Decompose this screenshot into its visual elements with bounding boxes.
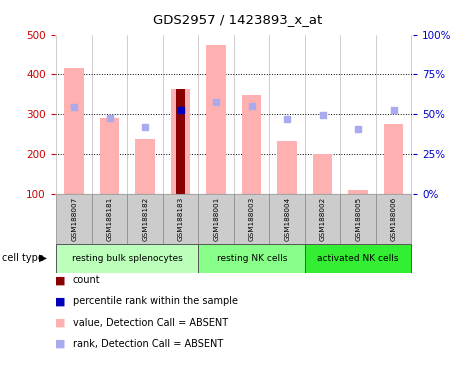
Point bbox=[319, 113, 326, 119]
Text: GSM188003: GSM188003 bbox=[249, 197, 255, 241]
Text: GSM188007: GSM188007 bbox=[71, 197, 77, 241]
Text: value, Detection Call = ABSENT: value, Detection Call = ABSENT bbox=[73, 318, 228, 328]
Text: activated NK cells: activated NK cells bbox=[317, 254, 399, 263]
Text: GDS2957 / 1423893_x_at: GDS2957 / 1423893_x_at bbox=[153, 13, 322, 26]
Text: percentile rank within the sample: percentile rank within the sample bbox=[73, 296, 238, 306]
Text: GSM188183: GSM188183 bbox=[178, 197, 184, 241]
Bar bbox=[176, 89, 185, 194]
Text: count: count bbox=[73, 275, 100, 285]
Bar bbox=[305, 244, 411, 273]
Bar bbox=[199, 244, 305, 273]
Text: ▶: ▶ bbox=[39, 253, 48, 263]
Text: ■: ■ bbox=[55, 296, 65, 306]
Point bbox=[212, 99, 220, 105]
Text: ■: ■ bbox=[55, 339, 65, 349]
Text: resting bulk splenocytes: resting bulk splenocytes bbox=[72, 254, 183, 263]
Bar bbox=[349, 190, 368, 194]
Bar bbox=[92, 194, 127, 244]
Bar bbox=[242, 95, 261, 194]
Point bbox=[142, 124, 149, 130]
Text: ■: ■ bbox=[55, 318, 65, 328]
Text: GSM188004: GSM188004 bbox=[284, 197, 290, 241]
Bar bbox=[127, 194, 163, 244]
Text: GSM188002: GSM188002 bbox=[320, 197, 326, 241]
Point bbox=[70, 104, 78, 110]
Text: ■: ■ bbox=[55, 275, 65, 285]
Bar bbox=[57, 244, 199, 273]
Bar bbox=[234, 194, 269, 244]
Bar bbox=[163, 194, 199, 244]
Bar bbox=[376, 194, 411, 244]
Bar bbox=[100, 118, 119, 194]
Bar bbox=[135, 139, 155, 194]
Text: resting NK cells: resting NK cells bbox=[217, 254, 287, 263]
Text: GSM188182: GSM188182 bbox=[142, 197, 148, 241]
Bar bbox=[57, 194, 92, 244]
Point bbox=[284, 116, 291, 122]
Text: GSM188181: GSM188181 bbox=[107, 197, 113, 241]
Bar bbox=[171, 89, 190, 194]
Bar bbox=[199, 194, 234, 244]
Point bbox=[248, 103, 256, 109]
Bar bbox=[341, 194, 376, 244]
Bar bbox=[305, 194, 341, 244]
Bar bbox=[384, 124, 403, 194]
Point bbox=[354, 126, 362, 132]
Bar bbox=[65, 68, 84, 194]
Text: GSM188006: GSM188006 bbox=[391, 197, 397, 241]
Bar bbox=[313, 154, 332, 194]
Point bbox=[106, 115, 114, 121]
Bar bbox=[207, 45, 226, 194]
Point bbox=[390, 107, 398, 113]
Point bbox=[177, 107, 184, 113]
Text: GSM188005: GSM188005 bbox=[355, 197, 361, 241]
Text: cell type: cell type bbox=[2, 253, 44, 263]
Bar bbox=[277, 141, 297, 194]
Text: GSM188001: GSM188001 bbox=[213, 197, 219, 241]
Text: rank, Detection Call = ABSENT: rank, Detection Call = ABSENT bbox=[73, 339, 223, 349]
Bar bbox=[269, 194, 305, 244]
